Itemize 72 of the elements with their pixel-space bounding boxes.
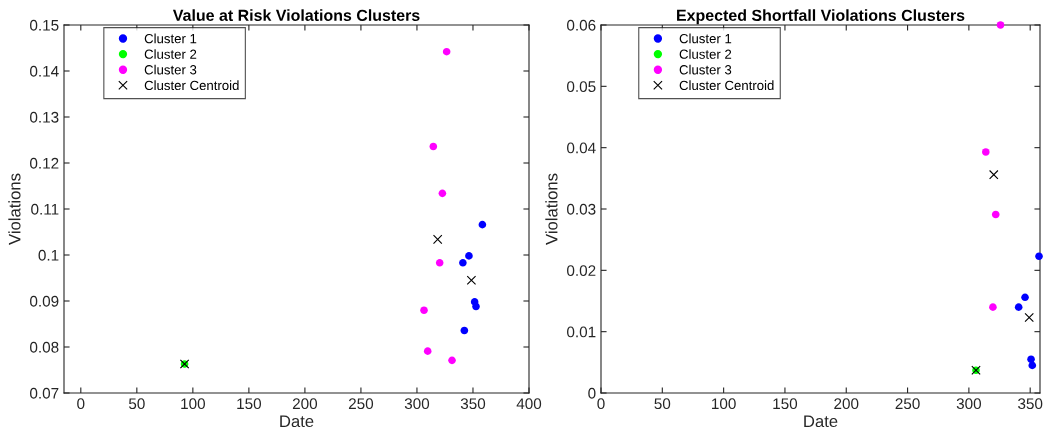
y-tick-label: 0: [588, 387, 596, 399]
point: [991, 210, 1000, 219]
point: [1027, 355, 1035, 364]
legend-label: Cluster Centroid: [679, 80, 774, 91]
point: [1035, 252, 1043, 261]
x-tick-label: 350: [460, 398, 486, 410]
x-tick-label: 350: [1018, 398, 1043, 410]
y-tick-label: 0.05: [567, 81, 596, 93]
legend-label: Cluster 2: [144, 49, 197, 59]
point: [429, 142, 438, 151]
x-tick-label: 400: [516, 398, 542, 410]
legend-label: Cluster Centroid: [144, 80, 239, 91]
x-tick-label: 150: [237, 398, 262, 410]
x-tick-label: 200: [834, 398, 859, 410]
point: [478, 220, 487, 229]
point: [432, 234, 443, 245]
point: [996, 21, 1005, 29]
point: [420, 306, 428, 314]
x-tick-label: 200: [292, 398, 318, 410]
point: [1021, 293, 1029, 302]
y-tick-label: 0.13: [30, 111, 59, 123]
legend-label: Cluster 3: [679, 64, 732, 75]
x-tick-label: 50: [128, 398, 145, 410]
point: [423, 347, 432, 355]
point: [448, 356, 456, 365]
x-tick-label: 250: [895, 398, 920, 410]
point: [982, 148, 990, 156]
y-tick-label: 0.03: [567, 203, 596, 215]
point: [435, 259, 444, 267]
x-tick-label: 50: [654, 398, 671, 410]
y-tick-label: 0.14: [30, 65, 59, 77]
y-tick-label: 0.07: [30, 387, 59, 399]
x-tick-label: 0: [597, 398, 605, 410]
x-tick-label: 250: [348, 398, 374, 410]
y-tick-label: 0.09: [30, 295, 59, 307]
x-tick-label: 150: [773, 398, 798, 410]
chart-title: Value at Risk Violations Clusters: [172, 9, 420, 21]
point: [438, 189, 447, 198]
x-tick-label: 300: [956, 398, 982, 410]
y-tick-label: 0.11: [31, 203, 59, 215]
x-axis-title: Date: [280, 415, 314, 428]
y-tick-label: 0.06: [567, 19, 596, 31]
point: [1014, 303, 1023, 311]
point: [442, 47, 451, 56]
legend-label: Cluster 2: [679, 49, 732, 59]
y-tick-label: 0.01: [567, 326, 596, 338]
y-tick-label: 0.08: [30, 341, 59, 353]
point: [989, 169, 999, 180]
y-tick-label: 0.02: [567, 265, 596, 277]
x-tick-label: 300: [404, 398, 430, 410]
x-axis-title: Date: [804, 415, 838, 428]
y-axis-title: Violations: [8, 173, 21, 245]
x-tick-label: 0: [77, 398, 85, 410]
point: [472, 302, 480, 311]
legend-label: Cluster 1: [144, 33, 197, 44]
y-tick-label: 0.12: [30, 157, 59, 169]
legend-label: Cluster 3: [144, 64, 197, 75]
y-axis-title: Violations: [545, 173, 558, 245]
point: [460, 326, 469, 335]
x-tick-label: 100: [712, 398, 736, 410]
point: [466, 275, 477, 286]
point: [989, 303, 997, 311]
point: [1028, 361, 1037, 370]
x-tick-label: 100: [181, 398, 205, 410]
point: [465, 252, 473, 260]
y-tick-label: 0.1: [38, 249, 59, 261]
point: [459, 259, 467, 267]
legend-label: Cluster 1: [679, 33, 732, 44]
y-tick-label: 0.15: [30, 19, 59, 31]
point: [1024, 312, 1034, 323]
chart-title: Expected Shortfall Violations Clusters: [677, 9, 965, 25]
y-tick-label: 0.04: [567, 142, 596, 154]
